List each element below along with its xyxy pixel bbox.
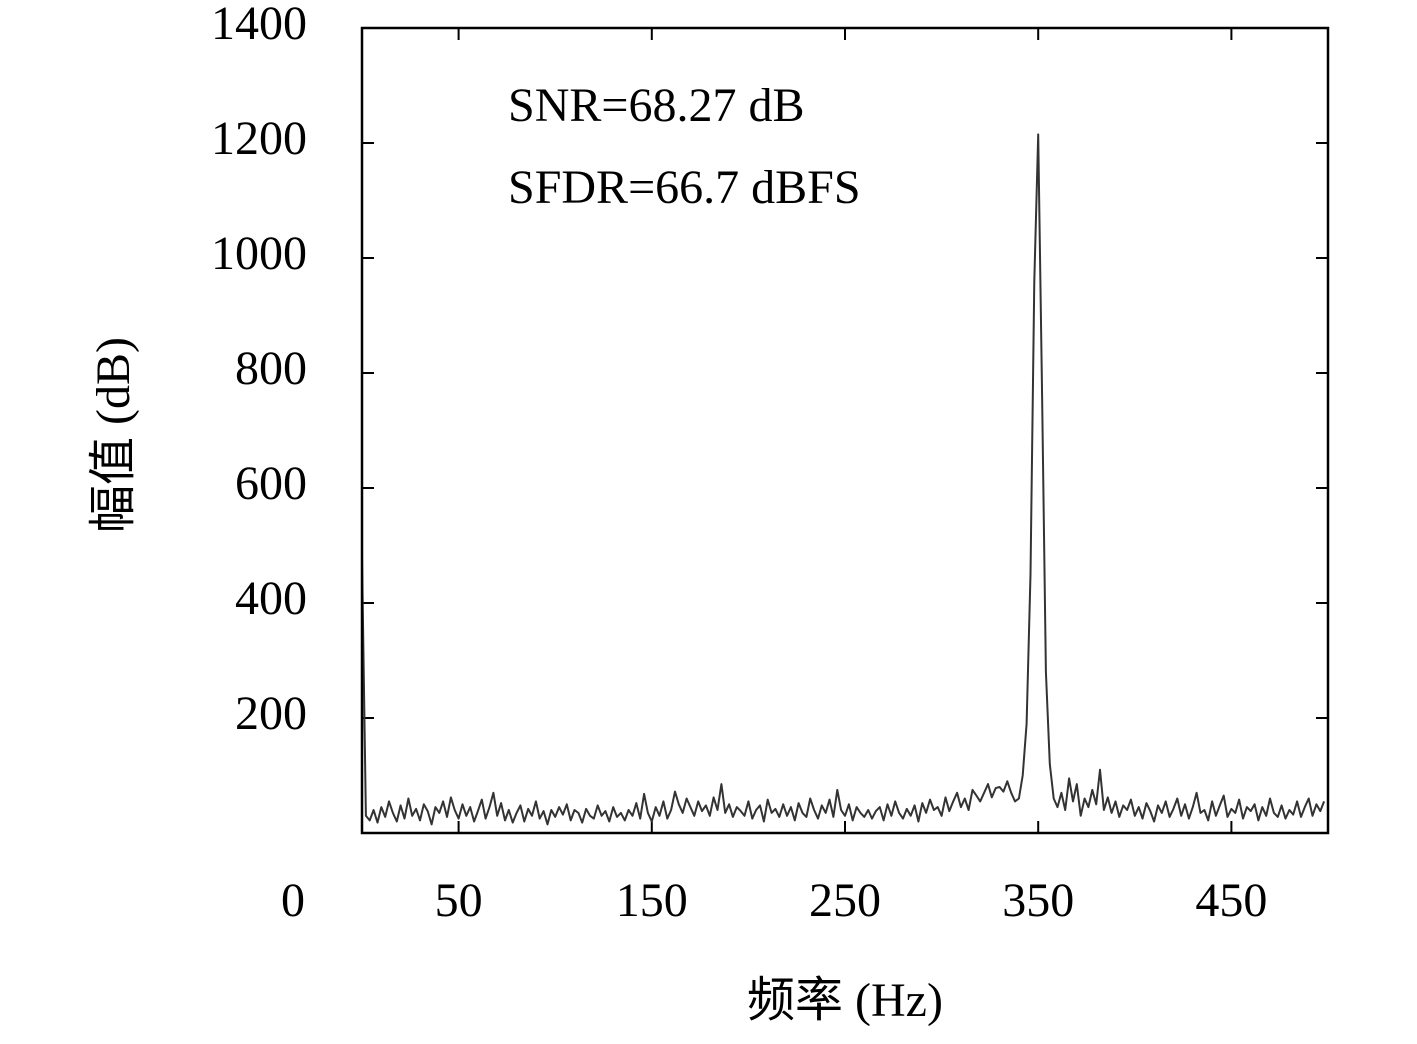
x-tick-label: 50 — [435, 874, 483, 927]
x-tick-label: 150 — [616, 874, 688, 927]
x-tick-label: 450 — [1195, 874, 1267, 927]
annotation: SFDR=66.7 dBFS — [508, 161, 861, 214]
plot-frame — [360, 26, 1330, 835]
y-tick-label: 400 — [235, 572, 307, 625]
x-tick-label: 350 — [1002, 874, 1074, 927]
y-axis-label: 幅值 (dB) — [87, 337, 140, 533]
y-tick-label: 600 — [235, 457, 307, 510]
y-tick-label: 1400 — [211, 0, 307, 50]
y-tick-label: 200 — [235, 687, 307, 740]
annotation: SNR=68.27 dB — [508, 79, 804, 132]
y-tick-label: 800 — [235, 342, 307, 395]
x-tick-label: 250 — [809, 874, 881, 927]
y-tick-label: 1000 — [211, 227, 307, 280]
y-tick-label: 0 — [281, 874, 305, 927]
y-tick-label: 1200 — [211, 112, 307, 165]
line-series — [361, 133, 1326, 826]
x-axis-label: 频率 (Hz) — [747, 974, 943, 1027]
